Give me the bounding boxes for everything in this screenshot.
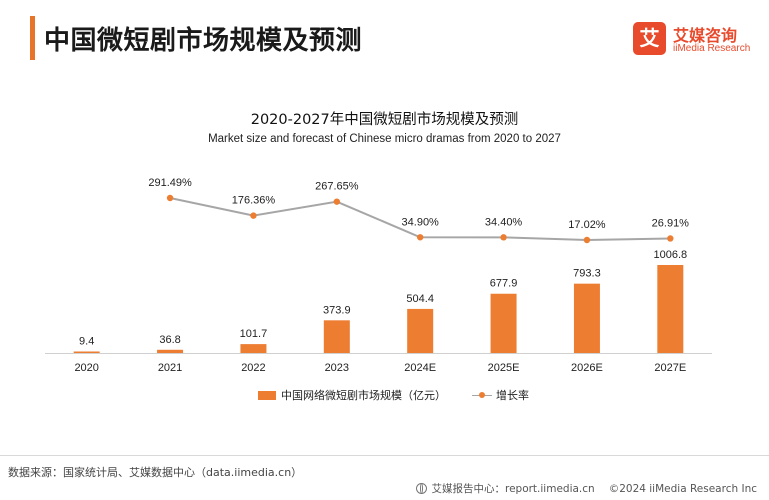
footer-copyright: ©2024 iiMedia Research Inc xyxy=(608,482,757,495)
chart-legend: 中国网络微短剧市场规模（亿元） 增长率 xyxy=(258,387,529,403)
x-tick-label: 2023 xyxy=(325,362,349,374)
header-accent-bar xyxy=(30,16,35,60)
growth-rate-label: 34.90% xyxy=(402,216,440,228)
chart-title: 2020-2027年中国微短剧市场规模及预测 xyxy=(250,112,519,128)
logo-english-name: iiMedia Research xyxy=(673,43,751,54)
growth-rate-label: 17.02% xyxy=(568,219,606,231)
growth-rate-label: 291.49% xyxy=(148,177,192,189)
bar xyxy=(157,349,184,353)
growth-rate-point xyxy=(500,234,507,241)
bar xyxy=(657,265,684,353)
x-tick-label: 2025E xyxy=(488,362,520,374)
footer-divider xyxy=(0,455,769,456)
globe-icon xyxy=(416,483,428,494)
growth-rate-point xyxy=(667,235,674,242)
footer-report-center: 艾媒报告中心：report.iimedia.cn xyxy=(431,483,595,495)
growth-rate-point xyxy=(333,198,341,205)
bar xyxy=(73,351,100,353)
iimedia-logo: 艾 艾媒咨询 iiMedia Research xyxy=(633,22,758,58)
growth-rate-label: 267.65% xyxy=(315,181,359,193)
bar-value-label: 101.7 xyxy=(240,328,268,340)
footer-right: 艾媒报告中心：report.iimedia.cn ©2024 iiMedia R… xyxy=(416,481,757,496)
x-tick-label: 2021 xyxy=(158,362,182,374)
bar-value-label: 373.9 xyxy=(323,304,351,316)
x-tick-label: 2020 xyxy=(74,362,98,374)
logo-mark-icon: 艾 xyxy=(633,22,666,55)
bar xyxy=(573,283,600,353)
bar-value-label: 36.8 xyxy=(159,334,180,346)
logo-chinese-name: 艾媒咨询 xyxy=(673,26,738,45)
bar-value-label: 504.4 xyxy=(406,293,434,305)
legend-bar-swatch xyxy=(258,390,276,400)
growth-rate-label: 176.36% xyxy=(232,195,276,207)
legend-line-marker-icon xyxy=(472,391,492,400)
x-tick-label: 2022 xyxy=(241,362,265,374)
bar xyxy=(490,293,517,353)
x-tick-label: 2024E xyxy=(404,362,436,374)
growth-rate-label: 34.40% xyxy=(485,216,523,228)
legend-line-label: 增长率 xyxy=(496,389,529,402)
bar-value-label: 9.4 xyxy=(79,336,94,348)
bar xyxy=(323,320,350,353)
growth-rate-point xyxy=(250,212,257,219)
growth-rate-label: 26.91% xyxy=(652,217,690,229)
legend-bar-label: 中国网络微短剧市场规模（亿元） xyxy=(281,389,446,402)
page-title: 中国微短剧市场规模及预测 xyxy=(44,26,363,56)
chart-subtitle: Market size and forecast of Chinese micr… xyxy=(208,133,561,145)
bar-value-label: 677.9 xyxy=(490,278,518,290)
growth-rate-point xyxy=(583,236,591,244)
footer-source: 数据来源：国家统计局、艾媒数据中心（data.iimedia.cn） xyxy=(8,466,303,479)
bar xyxy=(240,344,267,353)
x-tick-label: 2027E xyxy=(654,362,686,374)
chart-area: 9.4 2020 36.8 2021 101.7 2022 373.9 2023 504.4 20… xyxy=(45,177,712,374)
bar xyxy=(407,308,434,353)
bar-value-label: 793.3 xyxy=(573,268,601,280)
growth-rate-point xyxy=(416,234,424,241)
bar-value-label: 1006.8 xyxy=(653,249,687,261)
growth-rate-point xyxy=(166,194,174,202)
x-tick-label: 2026E xyxy=(571,362,603,374)
